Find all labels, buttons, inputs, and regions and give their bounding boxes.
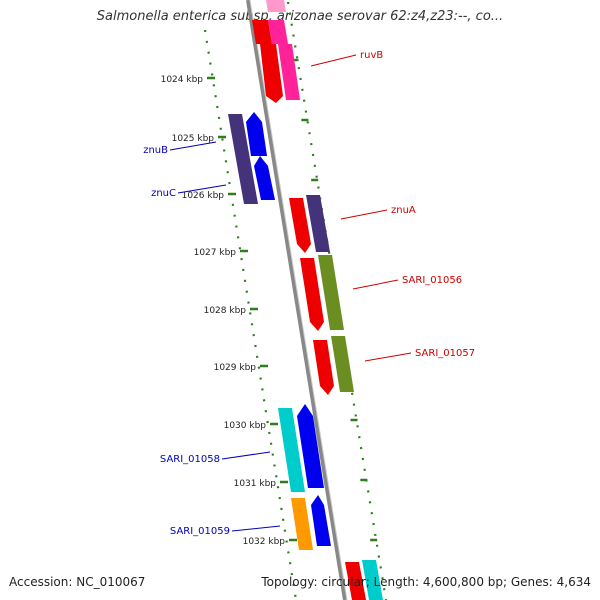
gene-top-pink — [268, 20, 288, 44]
gene-labels: ruvB znuB znuC znuA SARI_01056 SARI_01057 SARI… — [143, 50, 475, 537]
label-leader-line — [352, 279, 399, 290]
tick-label: 1032 kbp — [243, 537, 286, 547]
label-leader-line — [177, 184, 227, 194]
gene-label-znua: znuA — [391, 205, 416, 216]
label-leader-line — [169, 141, 217, 151]
gene-label-sari_01058: SARI_01058 — [160, 454, 220, 465]
label-leader-line — [231, 525, 281, 532]
gene-znuA — [289, 198, 311, 253]
label-leader-line — [364, 352, 412, 362]
gene-bottom-cyan — [362, 560, 383, 600]
gene-ruvB — [260, 44, 283, 103]
gene-bottom-red — [345, 562, 366, 600]
gene-SARI_01059 — [311, 495, 331, 546]
gene-SARI_01058-cog — [278, 408, 305, 492]
scale-ticks: 1024 kbp 1025 kbp 1026 kbp 1027 kbp 1028 kbp… — [161, 75, 297, 547]
genome-summary: Topology: circular; Length: 4,600,800 bp… — [261, 575, 591, 589]
gene-SARI_01059-cog — [291, 498, 313, 550]
backbone — [246, 0, 347, 600]
tick-label: 1030 kbp — [224, 421, 267, 431]
tick-label: 1028 kbp — [204, 306, 247, 316]
gene-SARI_01058 — [297, 404, 324, 488]
label-leader-line — [340, 209, 388, 220]
gene-SARI_01056 — [300, 258, 324, 331]
tick-label: 1031 kbp — [234, 479, 277, 489]
label-leader-line — [221, 451, 271, 460]
label-leader-line — [310, 54, 357, 67]
tick-label: 1025 kbp — [172, 134, 215, 144]
gene-label-ruvb: ruvB — [360, 50, 383, 61]
gene-ruvB-cog-band — [278, 44, 300, 100]
outer-ring-right-edge — [286, 1, 388, 600]
gene-znuA-cog — [306, 195, 330, 252]
gene-SARI_01057-cog — [331, 336, 354, 392]
accession-label: Accession: NC_010067 — [9, 575, 146, 589]
gene-label-sari_01057: SARI_01057 — [415, 348, 475, 359]
gene-label-sari_01059: SARI_01059 — [170, 526, 230, 537]
tick-label: 1027 kbp — [194, 248, 237, 258]
tick-label: 1029 kbp — [214, 363, 257, 373]
backbone-highlight — [249, 0, 348, 600]
gene-znuB — [246, 112, 267, 156]
gene-ruvB-cog — [266, 0, 286, 12]
tick-label: 1026 kbp — [182, 191, 225, 201]
gene-SARI_01057 — [313, 340, 334, 395]
gene-label-znub: znuB — [143, 145, 168, 156]
tick-label: 1024 kbp — [161, 75, 204, 85]
gene-znuC — [254, 156, 275, 200]
gene-label-znuc: znuC — [151, 188, 176, 199]
map-title: Salmonella enterica subsp. arizonae sero… — [96, 9, 504, 24]
gene-SARI_01056-cog — [318, 255, 344, 330]
gene-znuB-cog — [228, 114, 258, 204]
gene-top-red — [252, 20, 272, 44]
gene-label-sari_01056: SARI_01056 — [402, 275, 462, 286]
